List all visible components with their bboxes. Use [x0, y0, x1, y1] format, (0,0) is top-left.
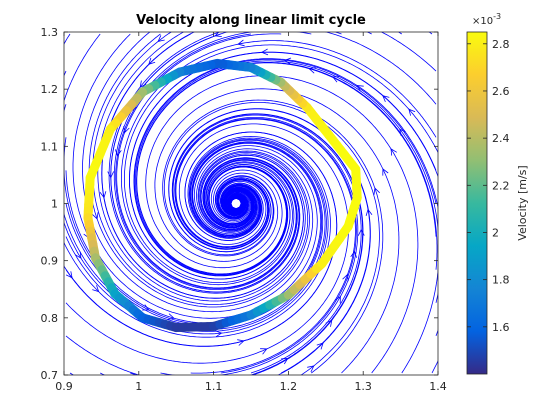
streamline-arrow [283, 57, 292, 65]
streamline [64, 104, 326, 330]
streamline [175, 118, 357, 374]
streamline [69, 102, 380, 375]
streamline-arrow [350, 250, 357, 258]
colorbar-tick-label: 2 [492, 226, 499, 239]
streamline [65, 131, 338, 347]
chart-title: Velocity along linear limit cycle [136, 13, 366, 28]
streamline [154, 88, 400, 374]
streamline-arrow [308, 67, 316, 74]
x-tick-label: 1 [135, 380, 142, 393]
y-tick-label: 1 [51, 198, 58, 211]
streamline [82, 32, 433, 313]
y-tick-label: 1.2 [41, 83, 59, 96]
streamline-arrow [356, 85, 364, 92]
x-tick-label: 1.1 [205, 380, 223, 393]
streamline [145, 75, 419, 374]
streamline [64, 70, 331, 338]
colorbar-tick-label: 2.2 [492, 179, 510, 192]
streamline [72, 33, 318, 319]
x-tick-label: 0.9 [55, 380, 73, 393]
streamline-arrow [357, 228, 365, 236]
streamline [124, 44, 438, 374]
streamline [97, 32, 437, 302]
streamline-arrow [157, 35, 165, 42]
colorbar-label: Velocity [m/s] [516, 165, 529, 240]
streamline [129, 51, 438, 337]
streamline-arrow [74, 251, 82, 259]
streamline-arrow [148, 57, 156, 65]
streamline-arrow [92, 285, 100, 293]
y-tick-label: 1.3 [41, 26, 59, 39]
colorbar-ticks: 1.6 1.8 2 2.2 2.4 2.6 2.8 [467, 38, 510, 334]
streamline-arrow [215, 330, 223, 338]
streamline [136, 62, 438, 275]
streamline [133, 58, 438, 303]
streamline [101, 32, 372, 299]
streamline-arrow [115, 149, 122, 157]
streamline-arrow [237, 39, 245, 47]
streamline-arrow [331, 76, 340, 83]
streamline-arrow [281, 357, 289, 365]
y-tick-label: 0.9 [41, 255, 59, 268]
streamline [168, 108, 371, 374]
streamline-arrow [92, 212, 99, 220]
y-tick-label: 0.8 [41, 312, 59, 325]
streamline-arrow [342, 273, 349, 282]
y-tick-label: 1.1 [41, 140, 59, 153]
streamline [92, 32, 403, 306]
y-axis: 0.7 0.8 0.9 1 1.1 1.2 1.3 [41, 26, 438, 382]
streamline-arrow [214, 32, 222, 37]
streamline [65, 123, 349, 364]
colorbar-tick-label: 1.6 [492, 321, 510, 334]
streamline [113, 32, 312, 290]
streamline-arrow [373, 187, 380, 195]
streamline [162, 99, 384, 374]
limit-cycle [83, 58, 362, 333]
streamline [121, 40, 437, 286]
colorbar-tick-label: 2.4 [492, 132, 510, 145]
colorbar-tick-label: 1.8 [492, 274, 510, 287]
streamline [110, 32, 437, 293]
streamline-arrow [307, 365, 315, 373]
streamline-arrow [167, 313, 175, 320]
x-tick-label: 1.3 [354, 380, 372, 393]
colorbar-tick-label: 2.6 [492, 85, 510, 98]
streamline-arrow [382, 95, 390, 103]
streamline-arrow [260, 348, 268, 355]
streamline-arrow [382, 168, 389, 176]
streamline-arrow [365, 208, 373, 217]
x-axis: 0.9 1 1.1 1.2 1.3 1.4 [55, 32, 447, 393]
colorbar-exponent-base: ×10 [472, 16, 493, 27]
x-tick-label: 1.2 [280, 380, 298, 393]
colorbar-exponent: ×10-3 [472, 12, 501, 27]
streamline-arrow [123, 125, 130, 134]
streamline [65, 141, 324, 327]
colorbar-exponent-power: -3 [493, 12, 501, 21]
colorbar-tick-label: 2.8 [492, 38, 510, 51]
streamline [65, 113, 363, 375]
y-tick-label: 0.7 [41, 369, 59, 382]
colorbar [466, 31, 488, 375]
x-tick-label: 1.4 [429, 380, 447, 393]
streamline-arrow [408, 108, 416, 116]
streamline-arrow [390, 148, 398, 156]
streamline-arrow [237, 339, 245, 346]
